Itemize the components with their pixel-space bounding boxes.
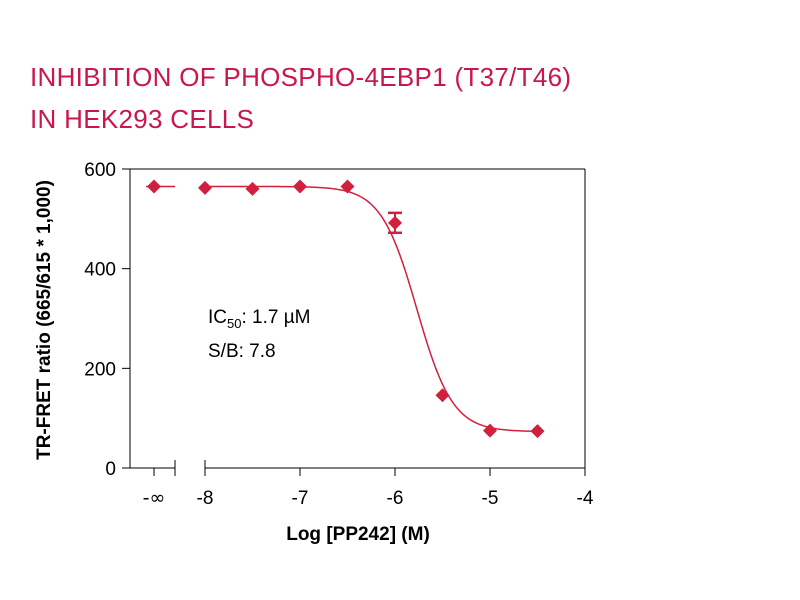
sb-annotation: S/B: 7.8 [208, 341, 276, 362]
chart-title-line-2: IN HEK293 CELLS [30, 104, 255, 134]
data-point [483, 423, 497, 438]
y-axis-label: TR-FRET ratio (665/615 * 1,000) [34, 180, 55, 460]
data-point [530, 424, 545, 439]
x-tick-label: -4 [577, 488, 594, 509]
fit-curve [146, 185, 538, 433]
x-axis-label: Log [PP242] (M) [286, 524, 430, 545]
data-point-zero-dose [147, 179, 161, 194]
y-tick-label: 600 [84, 160, 116, 181]
data-point [293, 179, 307, 194]
data-point [245, 181, 260, 196]
y-tick-label: 200 [84, 359, 116, 380]
y-tick-label: 0 [105, 459, 116, 480]
ic50-annotation: IC50: 1.7 µM [208, 307, 311, 331]
x-tick-label: -7 [292, 488, 309, 509]
data-point [388, 215, 402, 230]
x-tick-label: -6 [387, 488, 404, 509]
data-point [435, 388, 450, 403]
chart-title-line-1: INHIBITION OF PHOSPHO-4EBP1 (T37/T46) [30, 62, 572, 92]
x-tick-label: -5 [482, 488, 499, 509]
data-point [340, 179, 355, 194]
x-tick-label-zero: -∞ [143, 487, 166, 509]
y-tick-label: 400 [84, 260, 116, 281]
data-point [198, 180, 212, 195]
x-tick-label: -8 [197, 488, 214, 509]
